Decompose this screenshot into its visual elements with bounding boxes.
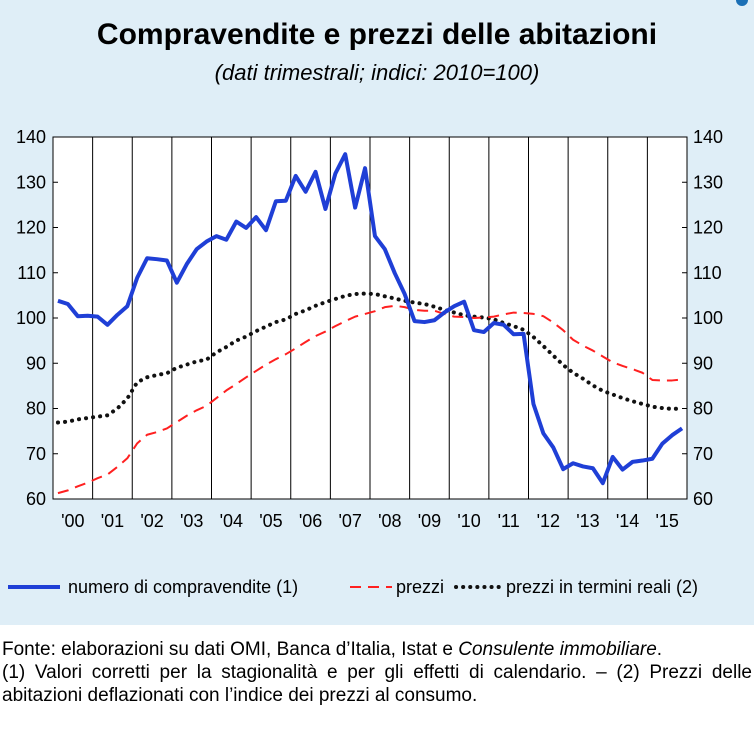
y-tick-label-left: 70 — [26, 444, 46, 464]
y-tick-label-right: 100 — [693, 308, 723, 328]
y-tick-label-left: 80 — [26, 399, 46, 419]
x-tick-label: '11 — [498, 511, 520, 531]
x-tick-label: '06 — [299, 511, 322, 531]
x-tick-label: '14 — [616, 511, 639, 531]
source-note-suffix: . — [656, 639, 663, 660]
line-chart: 140 130 120 110 100 90 80 70 60 140 130 120 110 100 9… — [8, 127, 723, 597]
series-line-1 — [57, 304, 683, 495]
chart-notes: Fonte: elaborazioni su dati OMI, Banca d… — [2, 638, 752, 707]
y-tick-label-left: 110 — [17, 263, 46, 283]
x-tick-label: '00 — [61, 511, 84, 531]
y-tick-label-right: 70 — [693, 444, 713, 464]
x-tick-label: '12 — [537, 511, 560, 531]
chart-subtitle: (dati trimestrali; indici: 2010=100) — [214, 60, 540, 85]
legend-label-prezzi: prezzi — [396, 577, 444, 597]
y-tick-label-left: 120 — [16, 218, 46, 238]
x-tick-label: '10 — [457, 511, 480, 531]
y-tick-label-left: 100 — [16, 308, 46, 328]
y-axis-left: 140 130 120 110 100 90 80 70 60 — [16, 127, 58, 509]
x-tick-label: '01 — [101, 511, 124, 531]
x-tick-label: '02 — [140, 511, 163, 531]
chart-title: Compravendite e prezzi delle abitazioni — [96, 18, 658, 51]
series-line-2 — [55, 291, 685, 425]
y-tick-label-right: 90 — [693, 353, 713, 373]
y-tick-label-right: 130 — [693, 172, 723, 192]
y-tick-label-left: 90 — [26, 353, 46, 373]
legend: numero di compravendite (1) prezzi prezz… — [8, 577, 698, 597]
legend-label-prezzi-reali: prezzi in termini reali (2) — [506, 577, 698, 597]
chart-panel: Compravendite e prezzi delle abitazioni … — [0, 0, 754, 625]
series-line-0 — [57, 152, 684, 486]
footnote: (1) Valori corretti per la stagionalità … — [2, 662, 752, 706]
source-note-italic: Consulente immobiliare — [458, 639, 657, 660]
y-tick-label-left: 60 — [26, 489, 46, 509]
y-tick-label-left: 140 — [16, 127, 46, 147]
x-tick-label: '13 — [576, 511, 599, 531]
y-tick-label-left: 130 — [16, 172, 46, 192]
x-tick-label: '04 — [220, 511, 243, 531]
x-tick-label: '07 — [338, 511, 361, 531]
legend-label-compravendite: numero di compravendite (1) — [68, 577, 298, 597]
series-lines — [55, 152, 685, 495]
source-note-prefix: Fonte: elaborazioni su dati OMI, Banca d… — [2, 639, 459, 660]
y-axis-right: 140 130 120 110 100 90 80 70 60 — [682, 127, 723, 509]
y-tick-label-right: 140 — [693, 127, 723, 147]
x-axis: '00 '01 '02 '03 '04 '05 '06 '07 '08 '09 '10 '11 '12 '… — [61, 511, 679, 531]
y-tick-label-right: 60 — [693, 489, 713, 509]
y-tick-label-right: 80 — [693, 399, 713, 419]
y-tick-label-right: 110 — [693, 263, 722, 283]
corner-logo-dot — [736, 0, 748, 6]
x-tick-label: '05 — [259, 511, 282, 531]
x-tick-label: '08 — [378, 511, 401, 531]
x-tick-label: '03 — [180, 511, 203, 531]
x-tick-label: '09 — [418, 511, 441, 531]
y-tick-label-right: 120 — [693, 218, 723, 238]
x-tick-label: '15 — [655, 511, 678, 531]
source-note: Fonte: elaborazioni su dati OMI, Banca d… — [2, 638, 752, 661]
